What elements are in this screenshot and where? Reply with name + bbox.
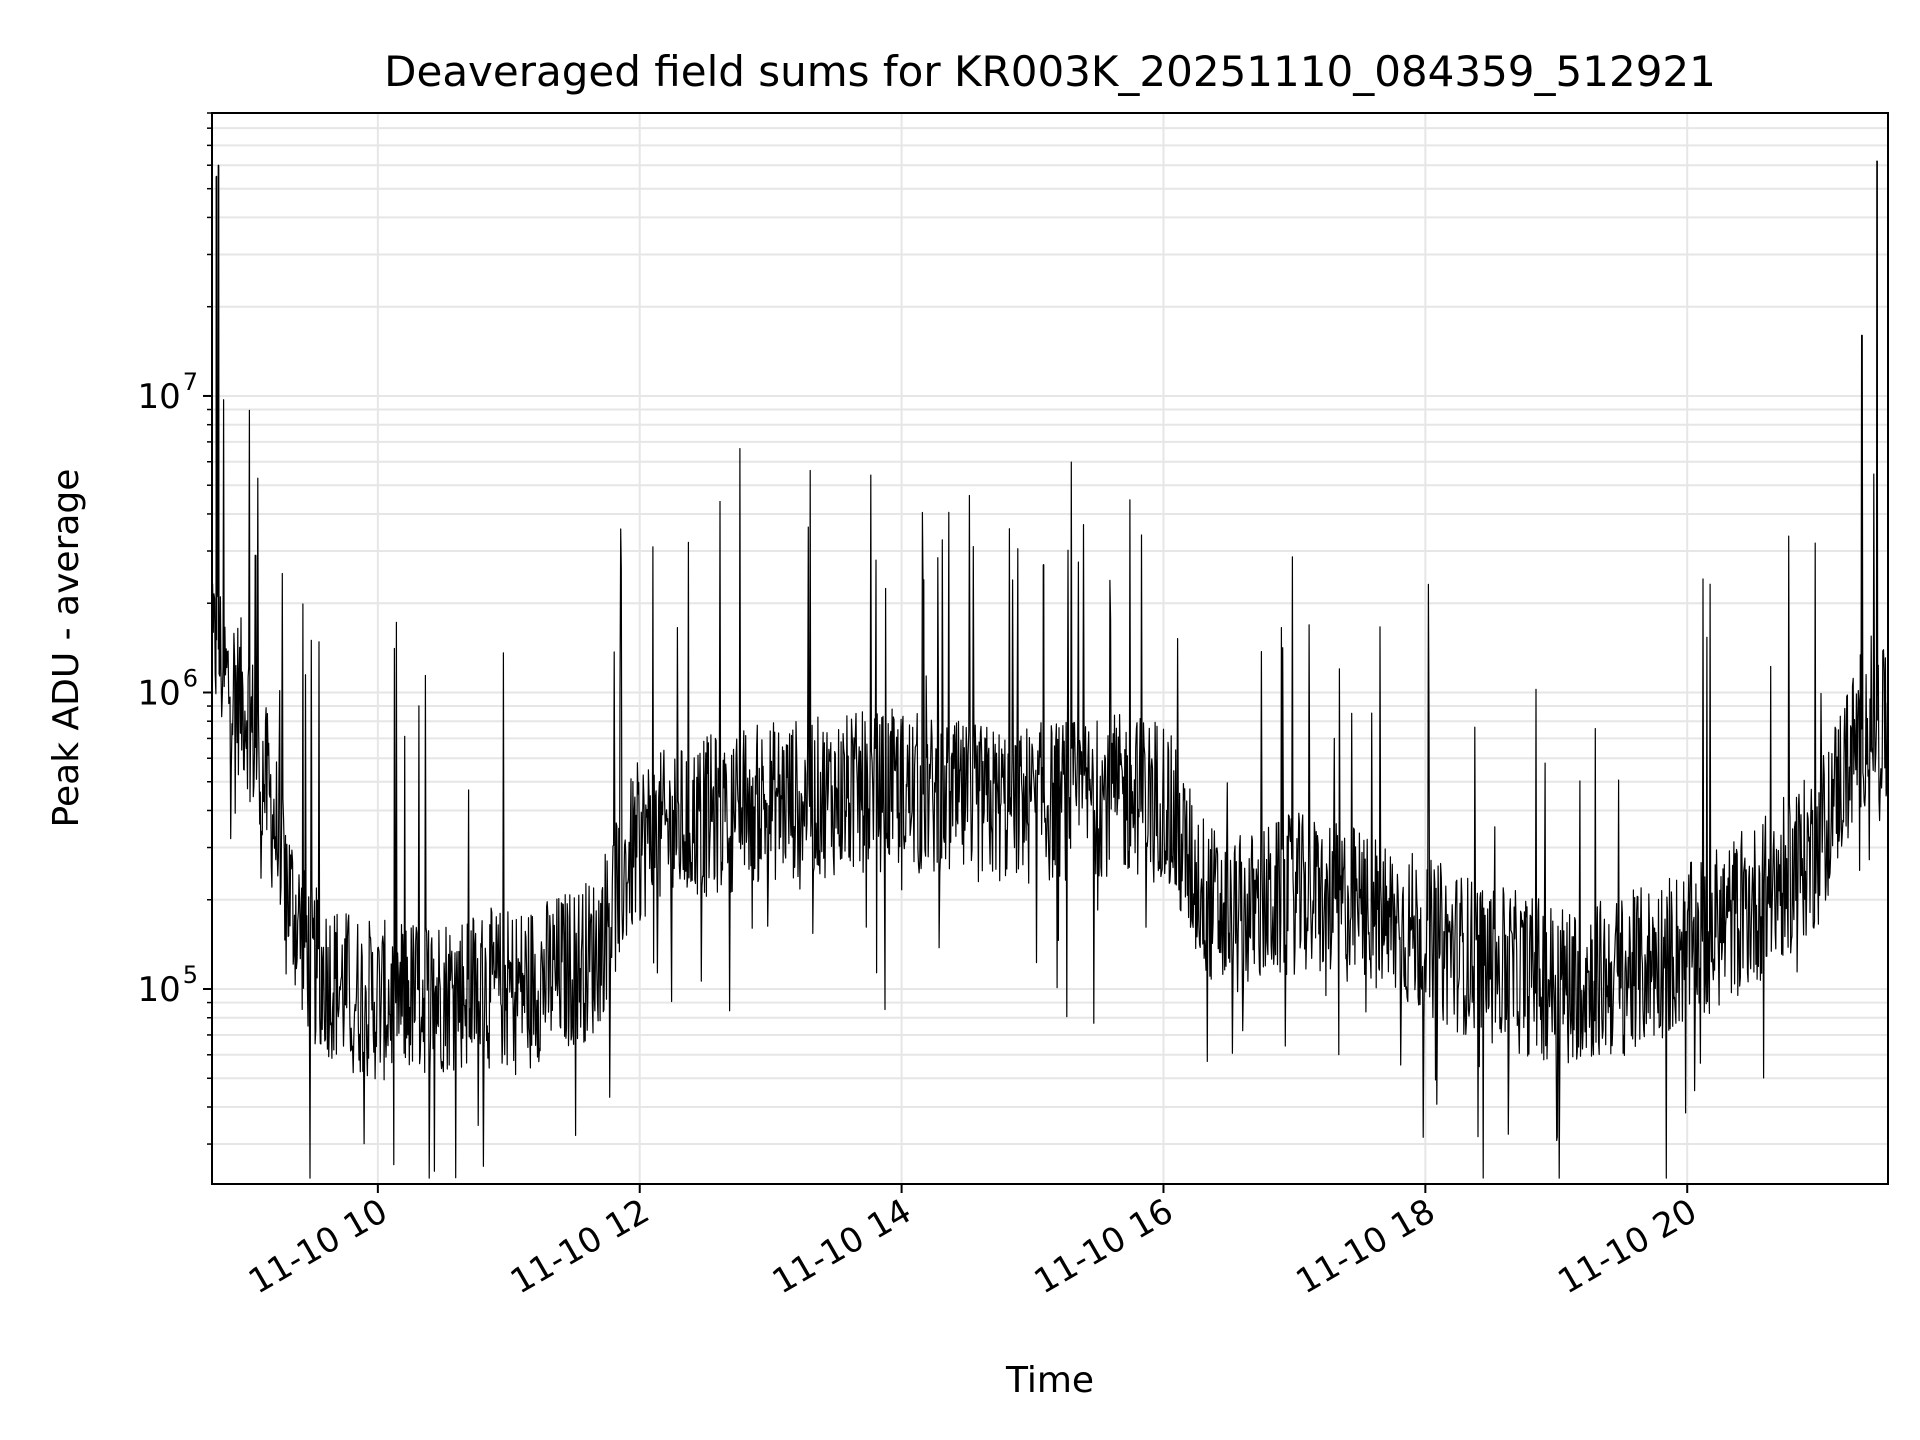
- y-tick-label-exponent: 5: [183, 961, 198, 989]
- y-tick-label: 10 5: [137, 961, 198, 1010]
- x-axis-label: Time: [1005, 1360, 1094, 1401]
- series-layer: [211, 160, 1889, 1179]
- y-tick-label-exponent: 6: [183, 664, 198, 692]
- y-axis-label: Peak ADU - average: [46, 469, 87, 828]
- y-tick-label-exponent: 7: [183, 368, 198, 396]
- y-tick-label-base: 10: [137, 970, 180, 1010]
- y-tick-label-base: 10: [137, 377, 180, 417]
- plot-frame: [211, 112, 1889, 1185]
- series-line: [211, 160, 1889, 1179]
- y-tick-label: 10 6: [137, 664, 198, 713]
- y-tick-label-base: 10: [137, 673, 180, 713]
- chart-title: Deaveraged field sums for KR003K_2025111…: [384, 47, 1716, 96]
- y-tick-label: 10 7: [137, 368, 198, 417]
